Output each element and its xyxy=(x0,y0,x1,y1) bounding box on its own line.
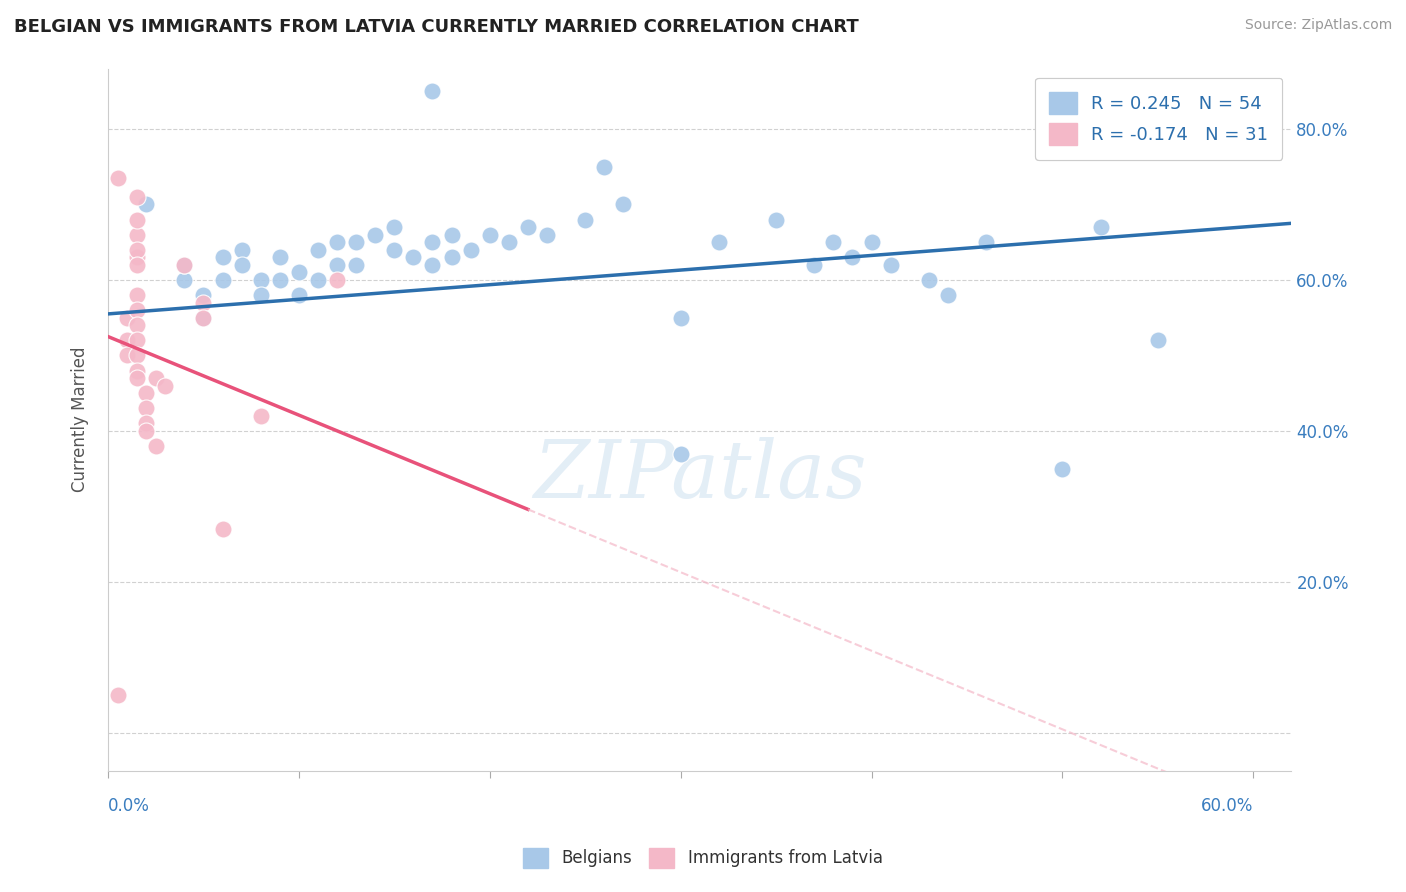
Point xyxy=(803,258,825,272)
Point xyxy=(125,227,148,242)
Point xyxy=(231,243,253,257)
Point xyxy=(440,227,463,242)
Text: BELGIAN VS IMMIGRANTS FROM LATVIA CURRENTLY MARRIED CORRELATION CHART: BELGIAN VS IMMIGRANTS FROM LATVIA CURREN… xyxy=(14,18,859,36)
Point xyxy=(173,273,195,287)
Point xyxy=(1090,220,1112,235)
Point xyxy=(125,190,148,204)
Point xyxy=(593,160,616,174)
Point xyxy=(211,250,233,264)
Point xyxy=(249,288,271,302)
Point xyxy=(269,273,291,287)
Point xyxy=(155,378,177,392)
Point xyxy=(249,409,271,423)
Point xyxy=(135,424,157,438)
Point xyxy=(478,227,501,242)
Point xyxy=(125,250,148,264)
Point xyxy=(107,688,129,702)
Point xyxy=(402,250,425,264)
Point xyxy=(364,227,387,242)
Point xyxy=(269,250,291,264)
Point xyxy=(612,197,634,211)
Point xyxy=(125,334,148,348)
Point xyxy=(211,273,233,287)
Point xyxy=(307,243,329,257)
Point xyxy=(135,401,157,416)
Point xyxy=(841,250,863,264)
Point xyxy=(231,258,253,272)
Point xyxy=(145,371,167,385)
Point xyxy=(135,417,157,431)
Point xyxy=(173,258,195,272)
Point xyxy=(1147,334,1170,348)
Text: 60.0%: 60.0% xyxy=(1201,797,1253,815)
Point xyxy=(125,371,148,385)
Point xyxy=(440,250,463,264)
Point xyxy=(326,273,349,287)
Point xyxy=(918,273,941,287)
Point xyxy=(460,243,482,257)
Point xyxy=(193,295,215,310)
Point xyxy=(344,258,367,272)
Point xyxy=(145,439,167,453)
Point xyxy=(288,288,311,302)
Point xyxy=(125,348,148,362)
Point xyxy=(193,310,215,325)
Text: ZIPatlas: ZIPatlas xyxy=(533,437,866,515)
Point xyxy=(125,318,148,333)
Point xyxy=(669,310,692,325)
Point xyxy=(498,235,520,250)
Text: Source: ZipAtlas.com: Source: ZipAtlas.com xyxy=(1244,18,1392,32)
Point xyxy=(307,273,329,287)
Point xyxy=(1052,461,1074,475)
Point xyxy=(422,235,444,250)
Y-axis label: Currently Married: Currently Married xyxy=(72,347,89,492)
Point xyxy=(860,235,883,250)
Point xyxy=(326,235,349,250)
Point xyxy=(107,171,129,186)
Point xyxy=(211,522,233,536)
Point xyxy=(422,258,444,272)
Point xyxy=(326,258,349,272)
Point xyxy=(135,386,157,401)
Point xyxy=(249,273,271,287)
Point xyxy=(382,243,405,257)
Point xyxy=(193,310,215,325)
Point xyxy=(422,84,444,98)
Point xyxy=(193,288,215,302)
Point xyxy=(125,243,148,257)
Point xyxy=(125,288,148,302)
Point xyxy=(823,235,845,250)
Point xyxy=(974,235,997,250)
Legend: Belgians, Immigrants from Latvia: Belgians, Immigrants from Latvia xyxy=(517,841,889,875)
Point xyxy=(135,197,157,211)
Text: 0.0%: 0.0% xyxy=(108,797,150,815)
Point xyxy=(125,303,148,318)
Point xyxy=(669,447,692,461)
Point xyxy=(536,227,558,242)
Point xyxy=(344,235,367,250)
Point xyxy=(115,348,138,362)
Point xyxy=(115,334,138,348)
Point xyxy=(574,212,596,227)
Point xyxy=(115,310,138,325)
Point xyxy=(936,288,959,302)
Point xyxy=(125,212,148,227)
Point xyxy=(879,258,901,272)
Point xyxy=(288,265,311,279)
Point xyxy=(707,235,730,250)
Point xyxy=(516,220,538,235)
Legend: R = 0.245   N = 54, R = -0.174   N = 31: R = 0.245 N = 54, R = -0.174 N = 31 xyxy=(1035,78,1282,160)
Point xyxy=(382,220,405,235)
Point xyxy=(1185,114,1208,128)
Point xyxy=(125,258,148,272)
Point xyxy=(125,363,148,377)
Point xyxy=(765,212,787,227)
Point xyxy=(173,258,195,272)
